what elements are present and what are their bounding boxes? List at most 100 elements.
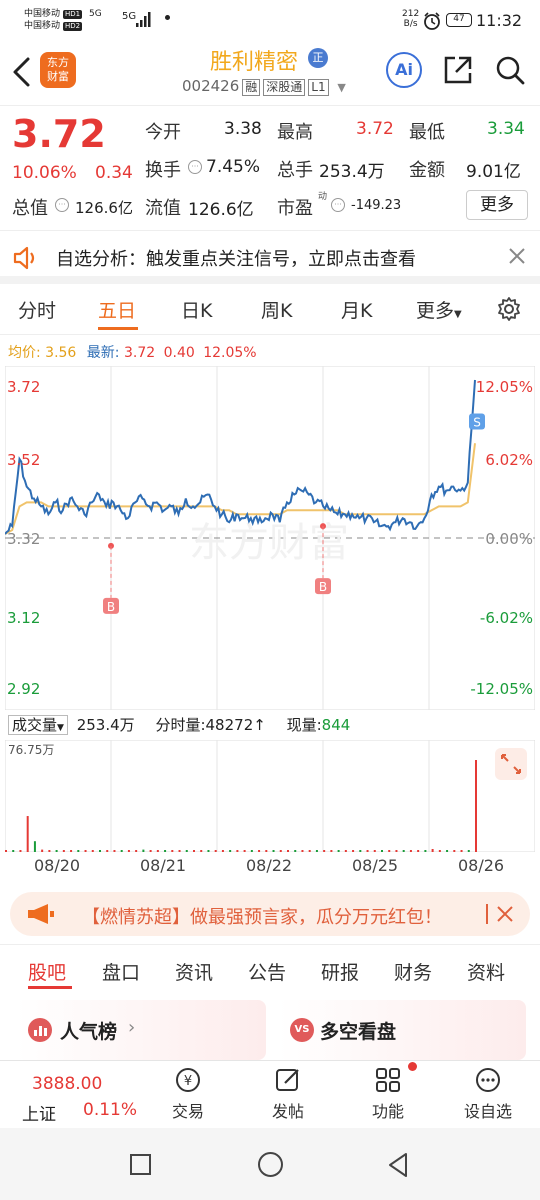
volume-bar (337, 850, 340, 852)
buy-marker[interactable]: B (103, 542, 119, 614)
close-icon[interactable] (496, 905, 514, 923)
volume-header: 成交量▼ 253.4万 分时量:48272↑ 现量:844 (8, 714, 350, 735)
info-icon[interactable]: ··· (55, 198, 69, 212)
x-axis-labels: 08/20 08/21 08/22 08/25 08/26 (5, 856, 535, 880)
bull-bear-card[interactable]: VS 多空看盘 (278, 1000, 526, 1060)
chart-legend: 均价: 3.56 最新: 3.72 0.40 12.05% (8, 342, 257, 362)
volume-bar (344, 850, 347, 852)
nav-add-watchlist-label: 设自选 (463, 1102, 512, 1121)
sell-marker[interactable]: S (469, 413, 485, 430)
volume-bar (366, 850, 369, 852)
settings-gear-icon[interactable] (496, 296, 522, 322)
grid-icon (376, 1068, 400, 1092)
info-icon[interactable]: ··· (331, 198, 345, 212)
volume-bar (149, 850, 152, 852)
expand-button[interactable] (495, 748, 527, 780)
tab-weekly-k[interactable]: 周K (261, 300, 293, 322)
volume-bar (453, 850, 456, 852)
more-button[interactable]: 更多 (466, 190, 528, 220)
promo-banner[interactable]: 【燃情苏超】做最强预言家，瓜分万元红包！ (10, 892, 530, 936)
svg-text:¥: ¥ (184, 1074, 192, 1089)
index-name[interactable]: 上证 (22, 1105, 56, 1125)
carrier-2: 中国移动 HD2 (24, 21, 83, 32)
volume-bar (229, 850, 232, 852)
caret-down-icon: ▼ (454, 309, 462, 320)
volume-bar (250, 850, 253, 852)
tab-more[interactable]: 更多▼ (416, 296, 462, 323)
popularity-card[interactable]: 人气榜 › (16, 1000, 266, 1060)
back-triangle-icon[interactable] (386, 1152, 410, 1178)
index-value[interactable]: 3888.00 (32, 1074, 102, 1094)
search-icon[interactable] (494, 54, 526, 86)
back-arrow-icon[interactable] (10, 56, 32, 88)
index-value-text: 3888.00 (32, 1074, 103, 1094)
high-value: 3.72 (356, 119, 394, 139)
banner-divider (486, 904, 488, 924)
volume-bar (41, 849, 44, 852)
volume-bar (164, 850, 167, 852)
tab-finance[interactable]: 财务 (394, 962, 433, 984)
battery-level: 47 (453, 14, 465, 24)
tab-monthly-k[interactable]: 月K (341, 300, 373, 322)
volume-bar (91, 850, 94, 852)
tab-news[interactable]: 资讯 (175, 962, 214, 984)
ranking-icon (28, 1018, 52, 1042)
svg-text:B: B (107, 600, 115, 614)
turnover-label: 换手 (145, 160, 181, 181)
notice-bar[interactable]: 自选分析：触发重点关注信号，立即点击查看 (0, 230, 540, 284)
tab-guba[interactable]: 股吧 (28, 962, 67, 984)
volume-bar (373, 850, 376, 852)
five-day-price-chart[interactable]: 东方财富 3.72 12.05%3.52 6.02%3.32 0.00%3.12 -6.… (5, 366, 535, 710)
nav-trade[interactable]: ¥ 交易 (148, 1066, 228, 1122)
status-time: 11:32 (476, 11, 523, 30)
low-value: 3.34 (487, 119, 525, 139)
tab-pankou[interactable]: 盘口 (102, 962, 141, 984)
volume-bar (424, 850, 427, 852)
tab-announcements[interactable]: 公告 (248, 962, 287, 984)
y-right-tick: 12.05% (476, 378, 533, 396)
tab-five-day[interactable]: 五日 (98, 300, 137, 322)
nav-post[interactable]: 发帖 (248, 1066, 328, 1122)
alarm-icon (424, 12, 440, 30)
volume-bar (460, 850, 463, 852)
y-left-tick: 3.12 (7, 609, 40, 627)
volume-bar (323, 850, 326, 852)
volume-chart[interactable]: 76.75万 (5, 740, 535, 852)
status-bar: 中国移动 HD1 5G 中国移动 HD2 5G 212 B/s 47 11:32 (0, 0, 540, 40)
buy-marker[interactable]: B (315, 523, 331, 595)
volume-total: 253.4万 (76, 716, 135, 734)
volume-bar (5, 850, 7, 852)
tab-research[interactable]: 研报 (321, 962, 360, 984)
share-icon[interactable] (442, 54, 474, 86)
y-left-tick: 2.92 (7, 680, 40, 698)
home-icon[interactable] (258, 1152, 283, 1177)
pe-label: 市盈 (277, 198, 313, 219)
ai-button[interactable]: Ai (386, 52, 422, 88)
low-label: 最低 (409, 122, 445, 143)
recent-apps-icon[interactable] (130, 1154, 151, 1175)
volume-bar (19, 850, 22, 852)
nav-add-watchlist[interactable]: 设自选 (448, 1066, 528, 1122)
x-tick-label: 08/26 (458, 856, 505, 875)
svg-text:B: B (319, 580, 327, 594)
close-icon[interactable] (508, 247, 526, 265)
carrier-1-name: 中国移动 (24, 9, 61, 19)
logo-line-1: 东方 (47, 56, 69, 69)
tab-daily-k[interactable]: 日K (181, 300, 213, 322)
chart-grid (5, 366, 535, 710)
tab-intraday[interactable]: 分时 (18, 300, 57, 322)
open-value: 3.38 (224, 119, 262, 139)
tab-profile[interactable]: 资料 (467, 962, 506, 984)
latest-pct: 12.05% (203, 345, 257, 361)
info-icon[interactable]: ··· (188, 160, 202, 174)
up-arrow-icon: ↑ (253, 716, 266, 734)
trade-markers: B B S (103, 413, 485, 614)
nav-functions[interactable]: 功能 (348, 1066, 428, 1122)
y-left-tick: 3.32 (7, 530, 40, 548)
carrier-2-tag: HD2 (63, 22, 83, 31)
volume-dropdown[interactable]: 成交量▼ (8, 715, 68, 735)
pe-superscript: 动 (318, 192, 328, 202)
svg-text:S: S (473, 416, 481, 430)
logo-line-2: 财富 (47, 70, 69, 83)
chevron-down-icon[interactable]: ▼ (337, 81, 346, 94)
